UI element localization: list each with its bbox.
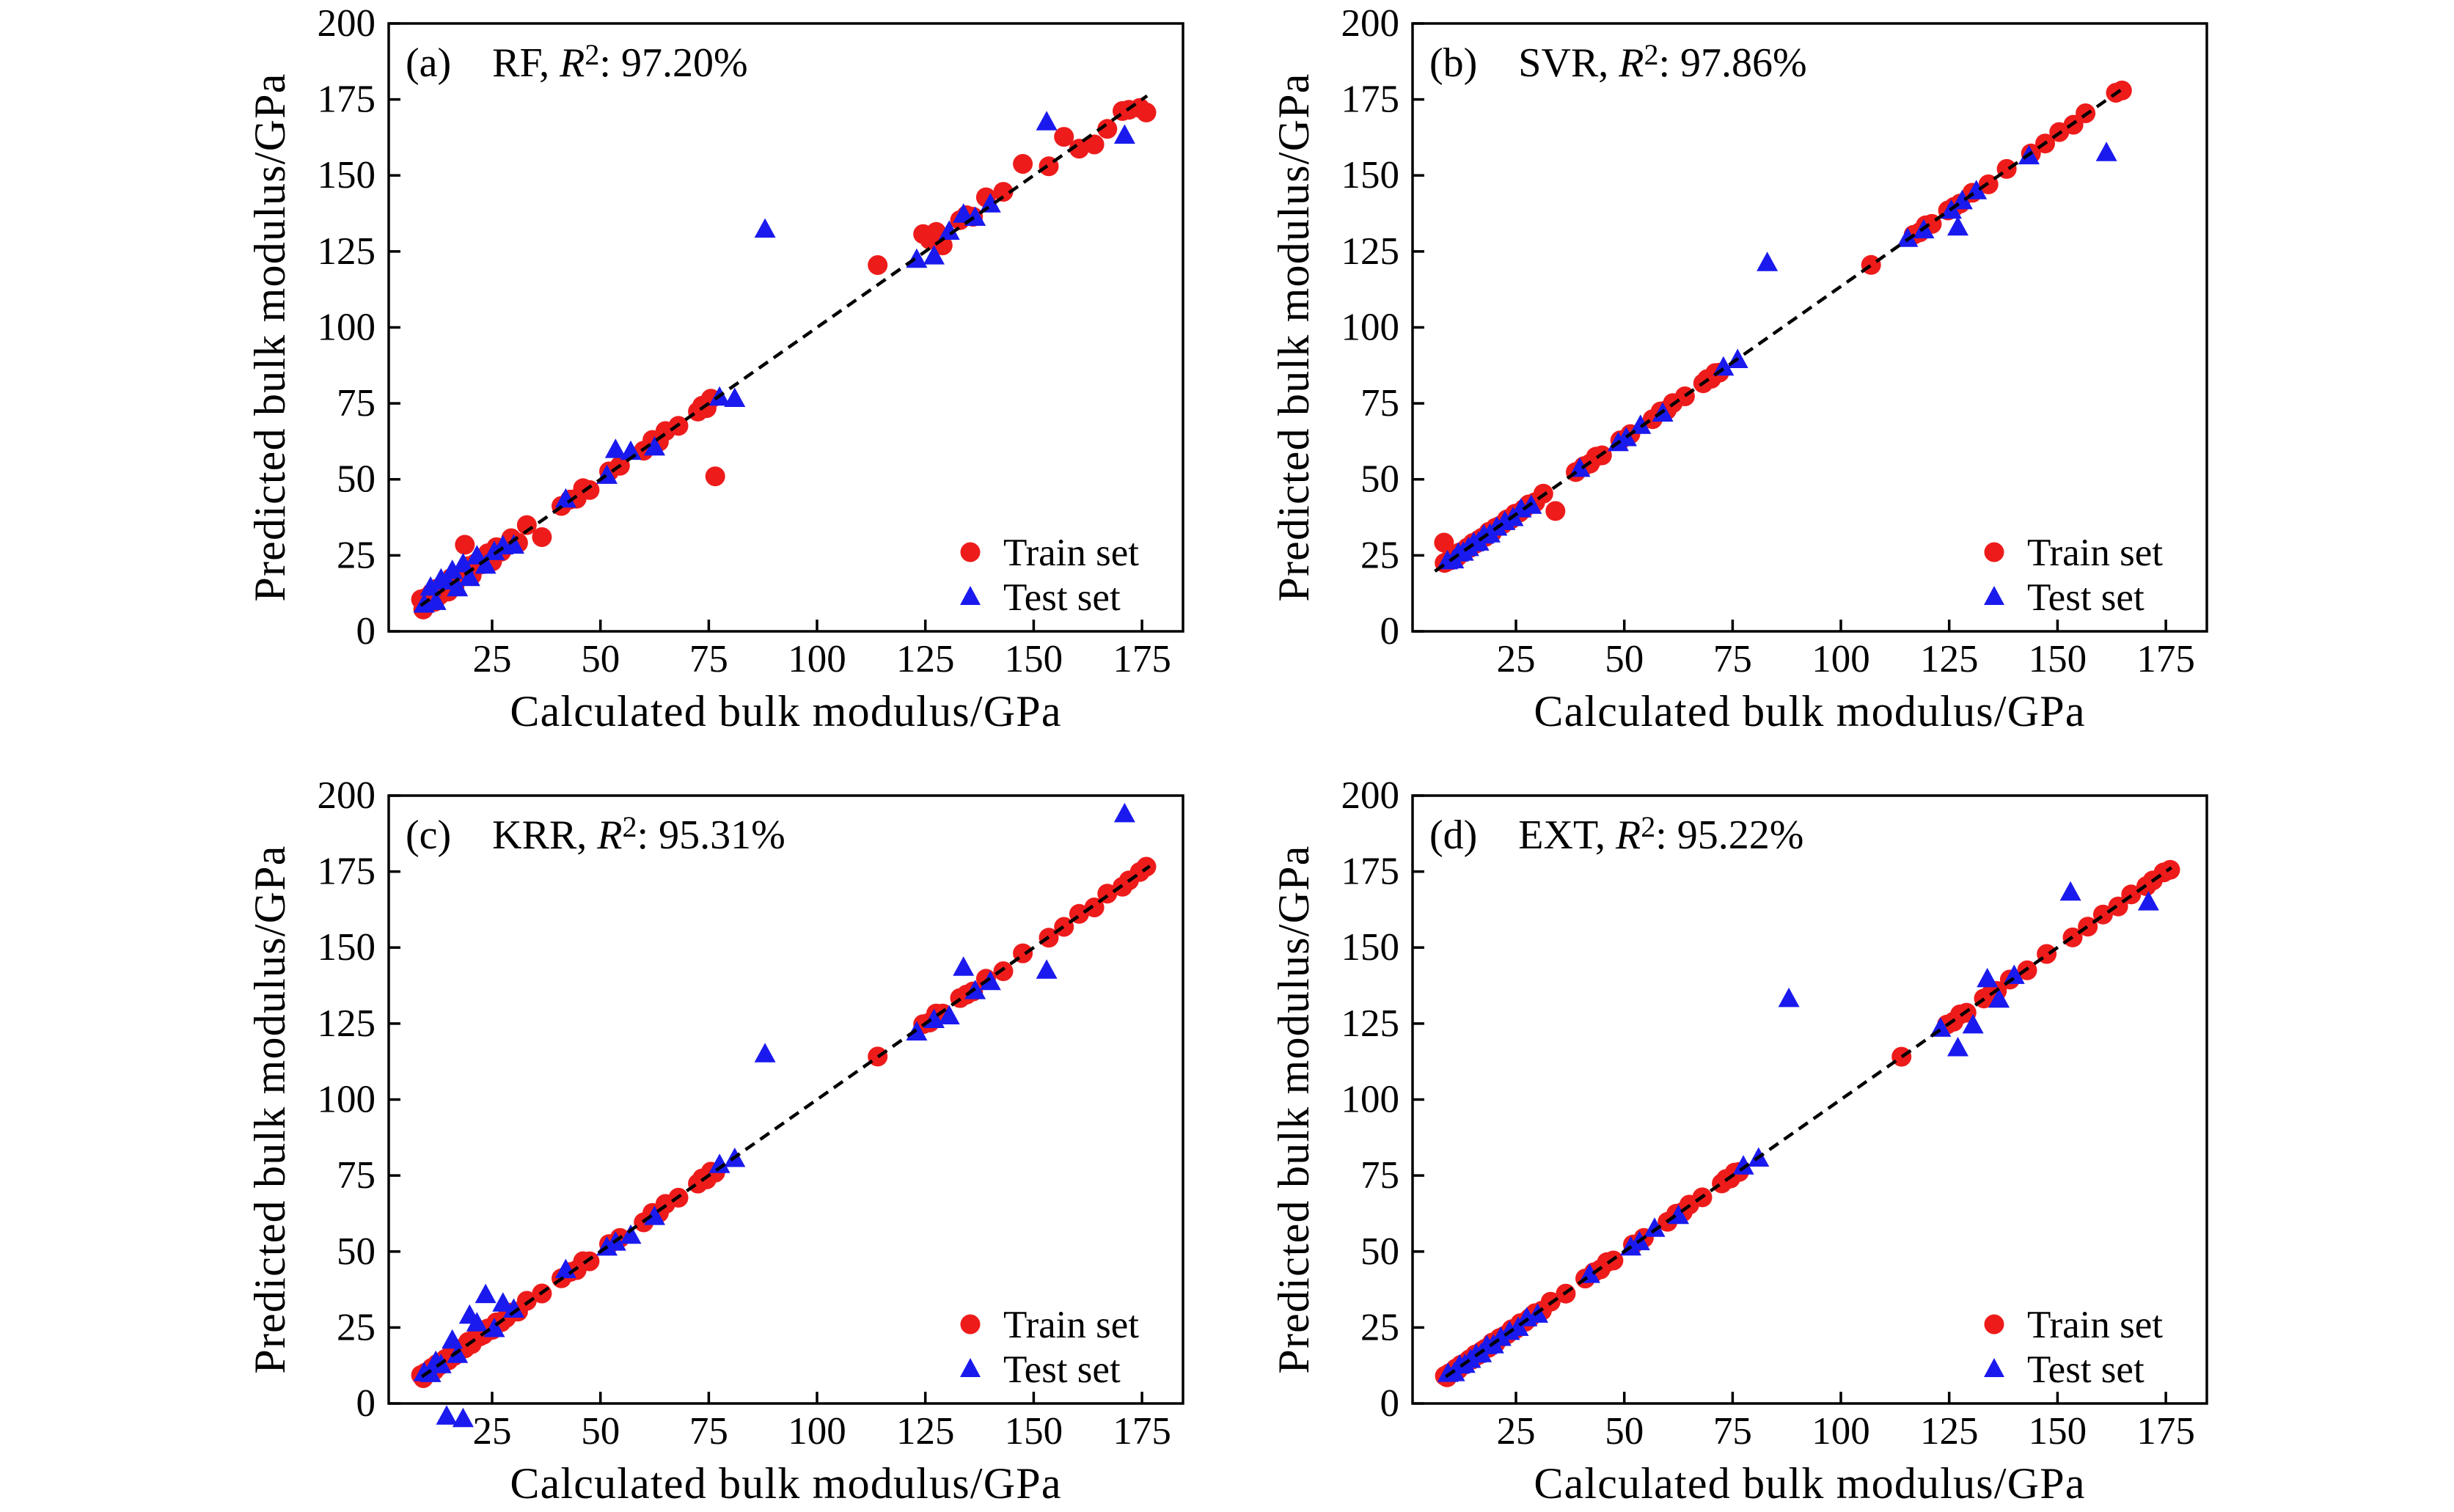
svg-text:Calculated bulk modulus/GPa: Calculated bulk modulus/GPa: [1534, 1459, 2085, 1508]
svg-text:175: 175: [318, 851, 376, 893]
svg-text:(d) EXT, R2: 95.22%: (d) EXT, R2: 95.22%: [1429, 810, 1803, 858]
svg-text:75: 75: [689, 638, 728, 680]
svg-text:175: 175: [2136, 638, 2195, 680]
svg-text:75: 75: [689, 1410, 728, 1453]
svg-text:150: 150: [1005, 638, 1063, 680]
svg-text:100: 100: [1812, 638, 1870, 680]
svg-text:50: 50: [337, 1230, 376, 1273]
svg-text:25: 25: [1360, 534, 1399, 576]
svg-text:125: 125: [1341, 230, 1400, 273]
svg-text:25: 25: [473, 638, 512, 680]
svg-text:150: 150: [2029, 638, 2087, 680]
svg-text:125: 125: [1341, 1002, 1400, 1045]
svg-text:125: 125: [1920, 1410, 1979, 1453]
svg-text:100: 100: [788, 1410, 846, 1453]
svg-text:50: 50: [1605, 1410, 1644, 1453]
svg-text:Test set: Test set: [2027, 576, 2144, 619]
svg-text:100: 100: [1341, 307, 1400, 349]
svg-text:175: 175: [2136, 1410, 2195, 1453]
svg-text:200: 200: [318, 774, 376, 817]
svg-text:Test set: Test set: [1003, 576, 1121, 619]
svg-text:175: 175: [318, 78, 376, 121]
svg-text:0: 0: [1380, 610, 1400, 653]
svg-text:175: 175: [1341, 851, 1400, 893]
svg-text:200: 200: [318, 2, 376, 45]
svg-text:(c) KRR, R2: 95.31%: (c) KRR, R2: 95.31%: [406, 810, 785, 858]
svg-text:25: 25: [337, 1306, 376, 1348]
svg-text:Calculated bulk modulus/GPa: Calculated bulk modulus/GPa: [510, 1459, 1061, 1508]
svg-text:Calculated bulk modulus/GPa: Calculated bulk modulus/GPa: [1534, 687, 2085, 735]
svg-text:(a) RF, R2: 97.20%: (a) RF, R2: 97.20%: [406, 38, 748, 86]
svg-text:50: 50: [1605, 638, 1644, 680]
svg-text:25: 25: [1497, 1410, 1536, 1453]
svg-text:25: 25: [1497, 638, 1536, 680]
svg-text:125: 125: [896, 638, 955, 680]
svg-text:100: 100: [318, 307, 376, 349]
svg-text:175: 175: [1113, 638, 1171, 680]
svg-text:125: 125: [318, 1002, 376, 1045]
svg-text:Test set: Test set: [2027, 1348, 2144, 1391]
svg-text:100: 100: [788, 638, 846, 680]
svg-text:Predicted bulk modulus/GPa: Predicted bulk modulus/GPa: [1270, 845, 1318, 1373]
svg-text:0: 0: [1380, 1382, 1400, 1425]
svg-text:Train set: Train set: [2027, 532, 2163, 574]
svg-text:200: 200: [1341, 774, 1400, 817]
svg-text:75: 75: [1713, 1410, 1752, 1453]
svg-text:75: 75: [1360, 1154, 1399, 1197]
svg-text:125: 125: [318, 230, 376, 273]
svg-text:150: 150: [1005, 1410, 1063, 1453]
svg-text:150: 150: [1341, 154, 1400, 197]
svg-text:125: 125: [896, 1410, 955, 1453]
svg-text:0: 0: [356, 1382, 376, 1425]
svg-text:150: 150: [1341, 926, 1400, 969]
svg-text:75: 75: [337, 382, 376, 425]
svg-text:75: 75: [337, 1154, 376, 1197]
svg-text:Predicted bulk modulus/GPa: Predicted bulk modulus/GPa: [1270, 73, 1318, 601]
svg-text:100: 100: [1812, 1410, 1870, 1453]
svg-text:50: 50: [337, 458, 376, 501]
svg-text:50: 50: [1360, 458, 1399, 501]
svg-text:25: 25: [473, 1410, 512, 1453]
svg-text:25: 25: [337, 534, 376, 576]
svg-text:150: 150: [2029, 1410, 2087, 1453]
svg-text:75: 75: [1713, 638, 1752, 680]
svg-text:(b) SVR, R2: 97.86%: (b) SVR, R2: 97.86%: [1429, 38, 1807, 86]
svg-text:Train set: Train set: [2027, 1304, 2163, 1346]
svg-text:Test set: Test set: [1003, 1348, 1121, 1391]
svg-text:Predicted bulk modulus/GPa: Predicted bulk modulus/GPa: [246, 73, 294, 601]
svg-text:Predicted bulk modulus/GPa: Predicted bulk modulus/GPa: [246, 845, 294, 1373]
svg-text:100: 100: [318, 1079, 376, 1121]
svg-text:0: 0: [356, 610, 376, 653]
svg-text:Train set: Train set: [1003, 532, 1139, 574]
svg-text:200: 200: [1341, 2, 1400, 45]
svg-text:100: 100: [1341, 1079, 1400, 1121]
svg-text:Train set: Train set: [1003, 1304, 1139, 1346]
svg-text:150: 150: [318, 154, 376, 197]
svg-text:50: 50: [581, 1410, 620, 1453]
svg-text:150: 150: [318, 926, 376, 969]
svg-text:175: 175: [1113, 1410, 1171, 1453]
svg-text:Calculated bulk modulus/GPa: Calculated bulk modulus/GPa: [510, 687, 1061, 735]
svg-text:175: 175: [1341, 78, 1400, 121]
svg-text:75: 75: [1360, 382, 1399, 425]
svg-text:50: 50: [581, 638, 620, 680]
svg-text:25: 25: [1360, 1306, 1399, 1348]
svg-text:125: 125: [1920, 638, 1979, 680]
svg-text:50: 50: [1360, 1230, 1399, 1273]
